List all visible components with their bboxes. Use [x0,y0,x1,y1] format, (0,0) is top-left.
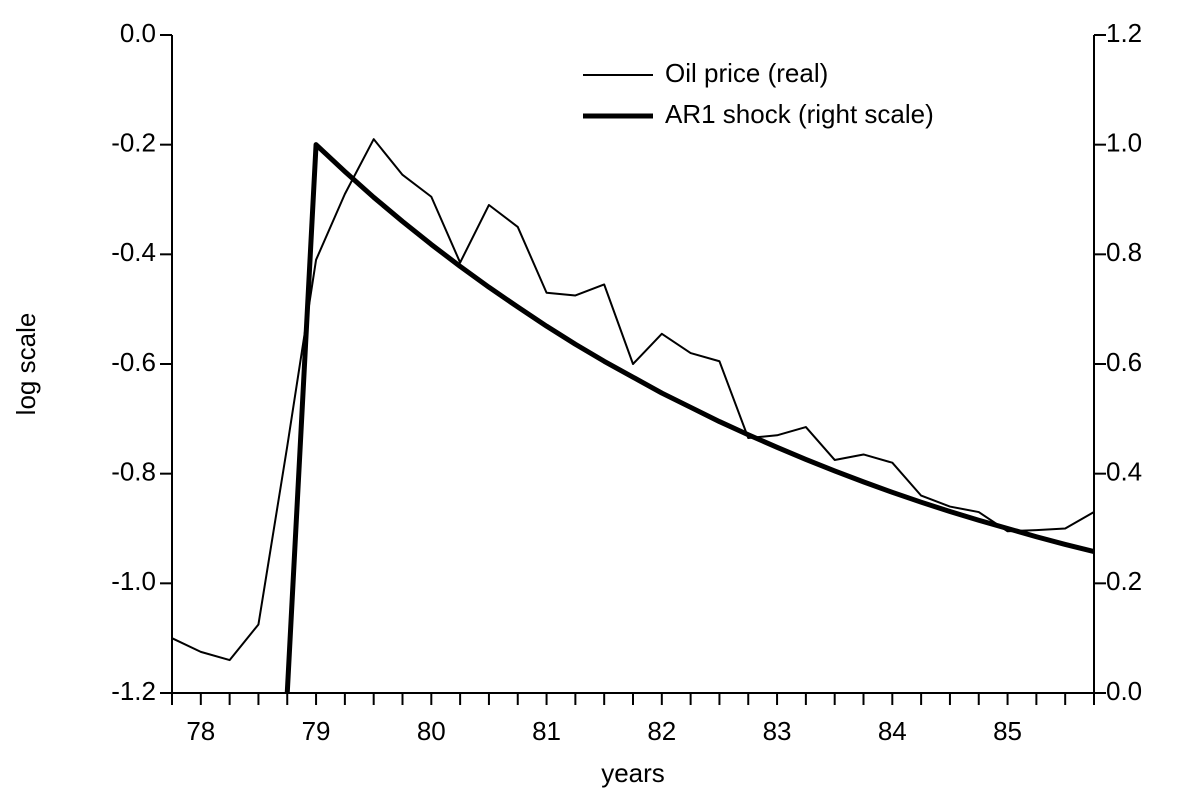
x-tick-label: 78 [186,716,215,746]
y2-tick-label: 0.8 [1106,237,1142,267]
y-tick-label: -0.2 [111,128,156,158]
x-tick-label: 82 [647,716,676,746]
x-tick-label: 80 [417,716,446,746]
legend-label: AR1 shock (right scale) [665,99,934,129]
y-tick-label: -0.8 [111,457,156,487]
y2-tick-label: 0.4 [1106,457,1142,487]
y2-tick-label: 0.0 [1106,676,1142,706]
y2-tick-label: 1.0 [1106,128,1142,158]
x-tick-label: 85 [993,716,1022,746]
x-tick-label: 84 [878,716,907,746]
legend-label: Oil price (real) [665,58,828,88]
y-axis-label: log scale [11,313,41,416]
series-line [171,138,1095,662]
y2-tick-label: 0.2 [1106,566,1142,596]
x-axis-label: years [601,758,665,788]
y2-tick-label: 1.2 [1106,18,1142,48]
y-tick-label: 0.0 [120,18,156,48]
series-line [284,142,1095,694]
y-tick-label: -0.4 [111,237,156,267]
y-tick-label: -0.6 [111,347,156,377]
x-tick-label: 79 [302,716,331,746]
x-tick-label: 83 [763,716,792,746]
y2-tick-label: 0.6 [1106,347,1142,377]
y-tick-label: -1.2 [111,676,156,706]
y-tick-label: -1.0 [111,566,156,596]
x-tick-label: 81 [532,716,561,746]
